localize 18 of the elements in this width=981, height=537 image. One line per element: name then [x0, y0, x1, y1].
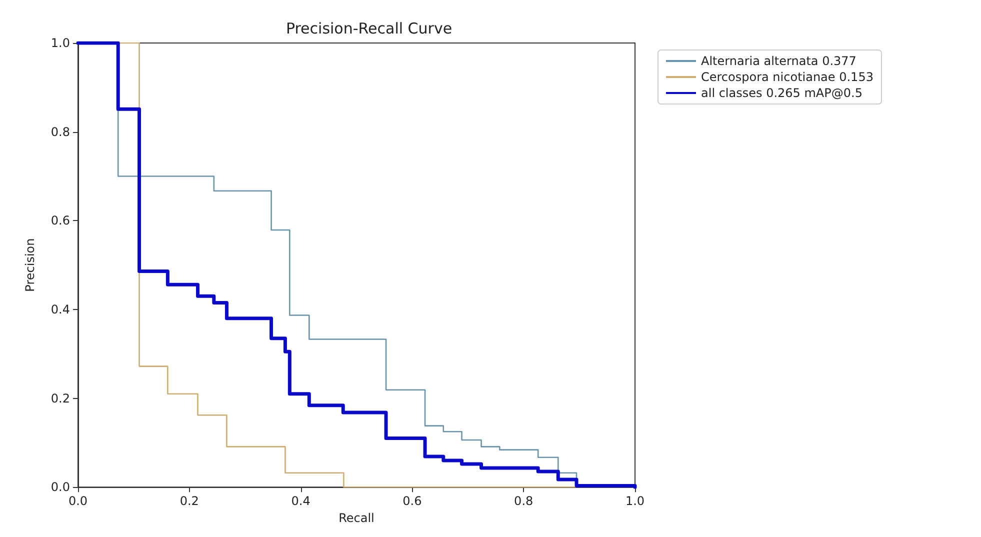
y-tick-label: 0.0: [50, 480, 70, 494]
y-axis-title: Precision: [23, 238, 37, 292]
y-tick-label: 0.4: [50, 302, 70, 316]
x-tick-label: 0.8: [514, 494, 534, 508]
y-tick-label: 0.6: [50, 214, 70, 228]
y-tick-label: 0.8: [50, 124, 70, 139]
legend-label: all classes 0.265 mAP@0.5: [701, 86, 862, 100]
legend-label: Alternaria alternata 0.377: [701, 54, 856, 68]
legend-label: Cercospora nicotianae 0.153: [701, 70, 874, 84]
chart-title: Precision-Recall Curve: [286, 20, 452, 38]
x-tick-label: 0.6: [402, 494, 422, 508]
x-tick-label: 0.2: [180, 494, 199, 508]
y-tick-label: 1.0: [50, 36, 70, 50]
x-tick-label: 0.4: [291, 494, 310, 508]
x-tick-label: 0.0: [68, 494, 88, 508]
y-tick-label: 0.2: [50, 391, 70, 406]
x-tick-label: 1.0: [625, 494, 645, 508]
x-axis-title: Recall: [338, 511, 374, 525]
